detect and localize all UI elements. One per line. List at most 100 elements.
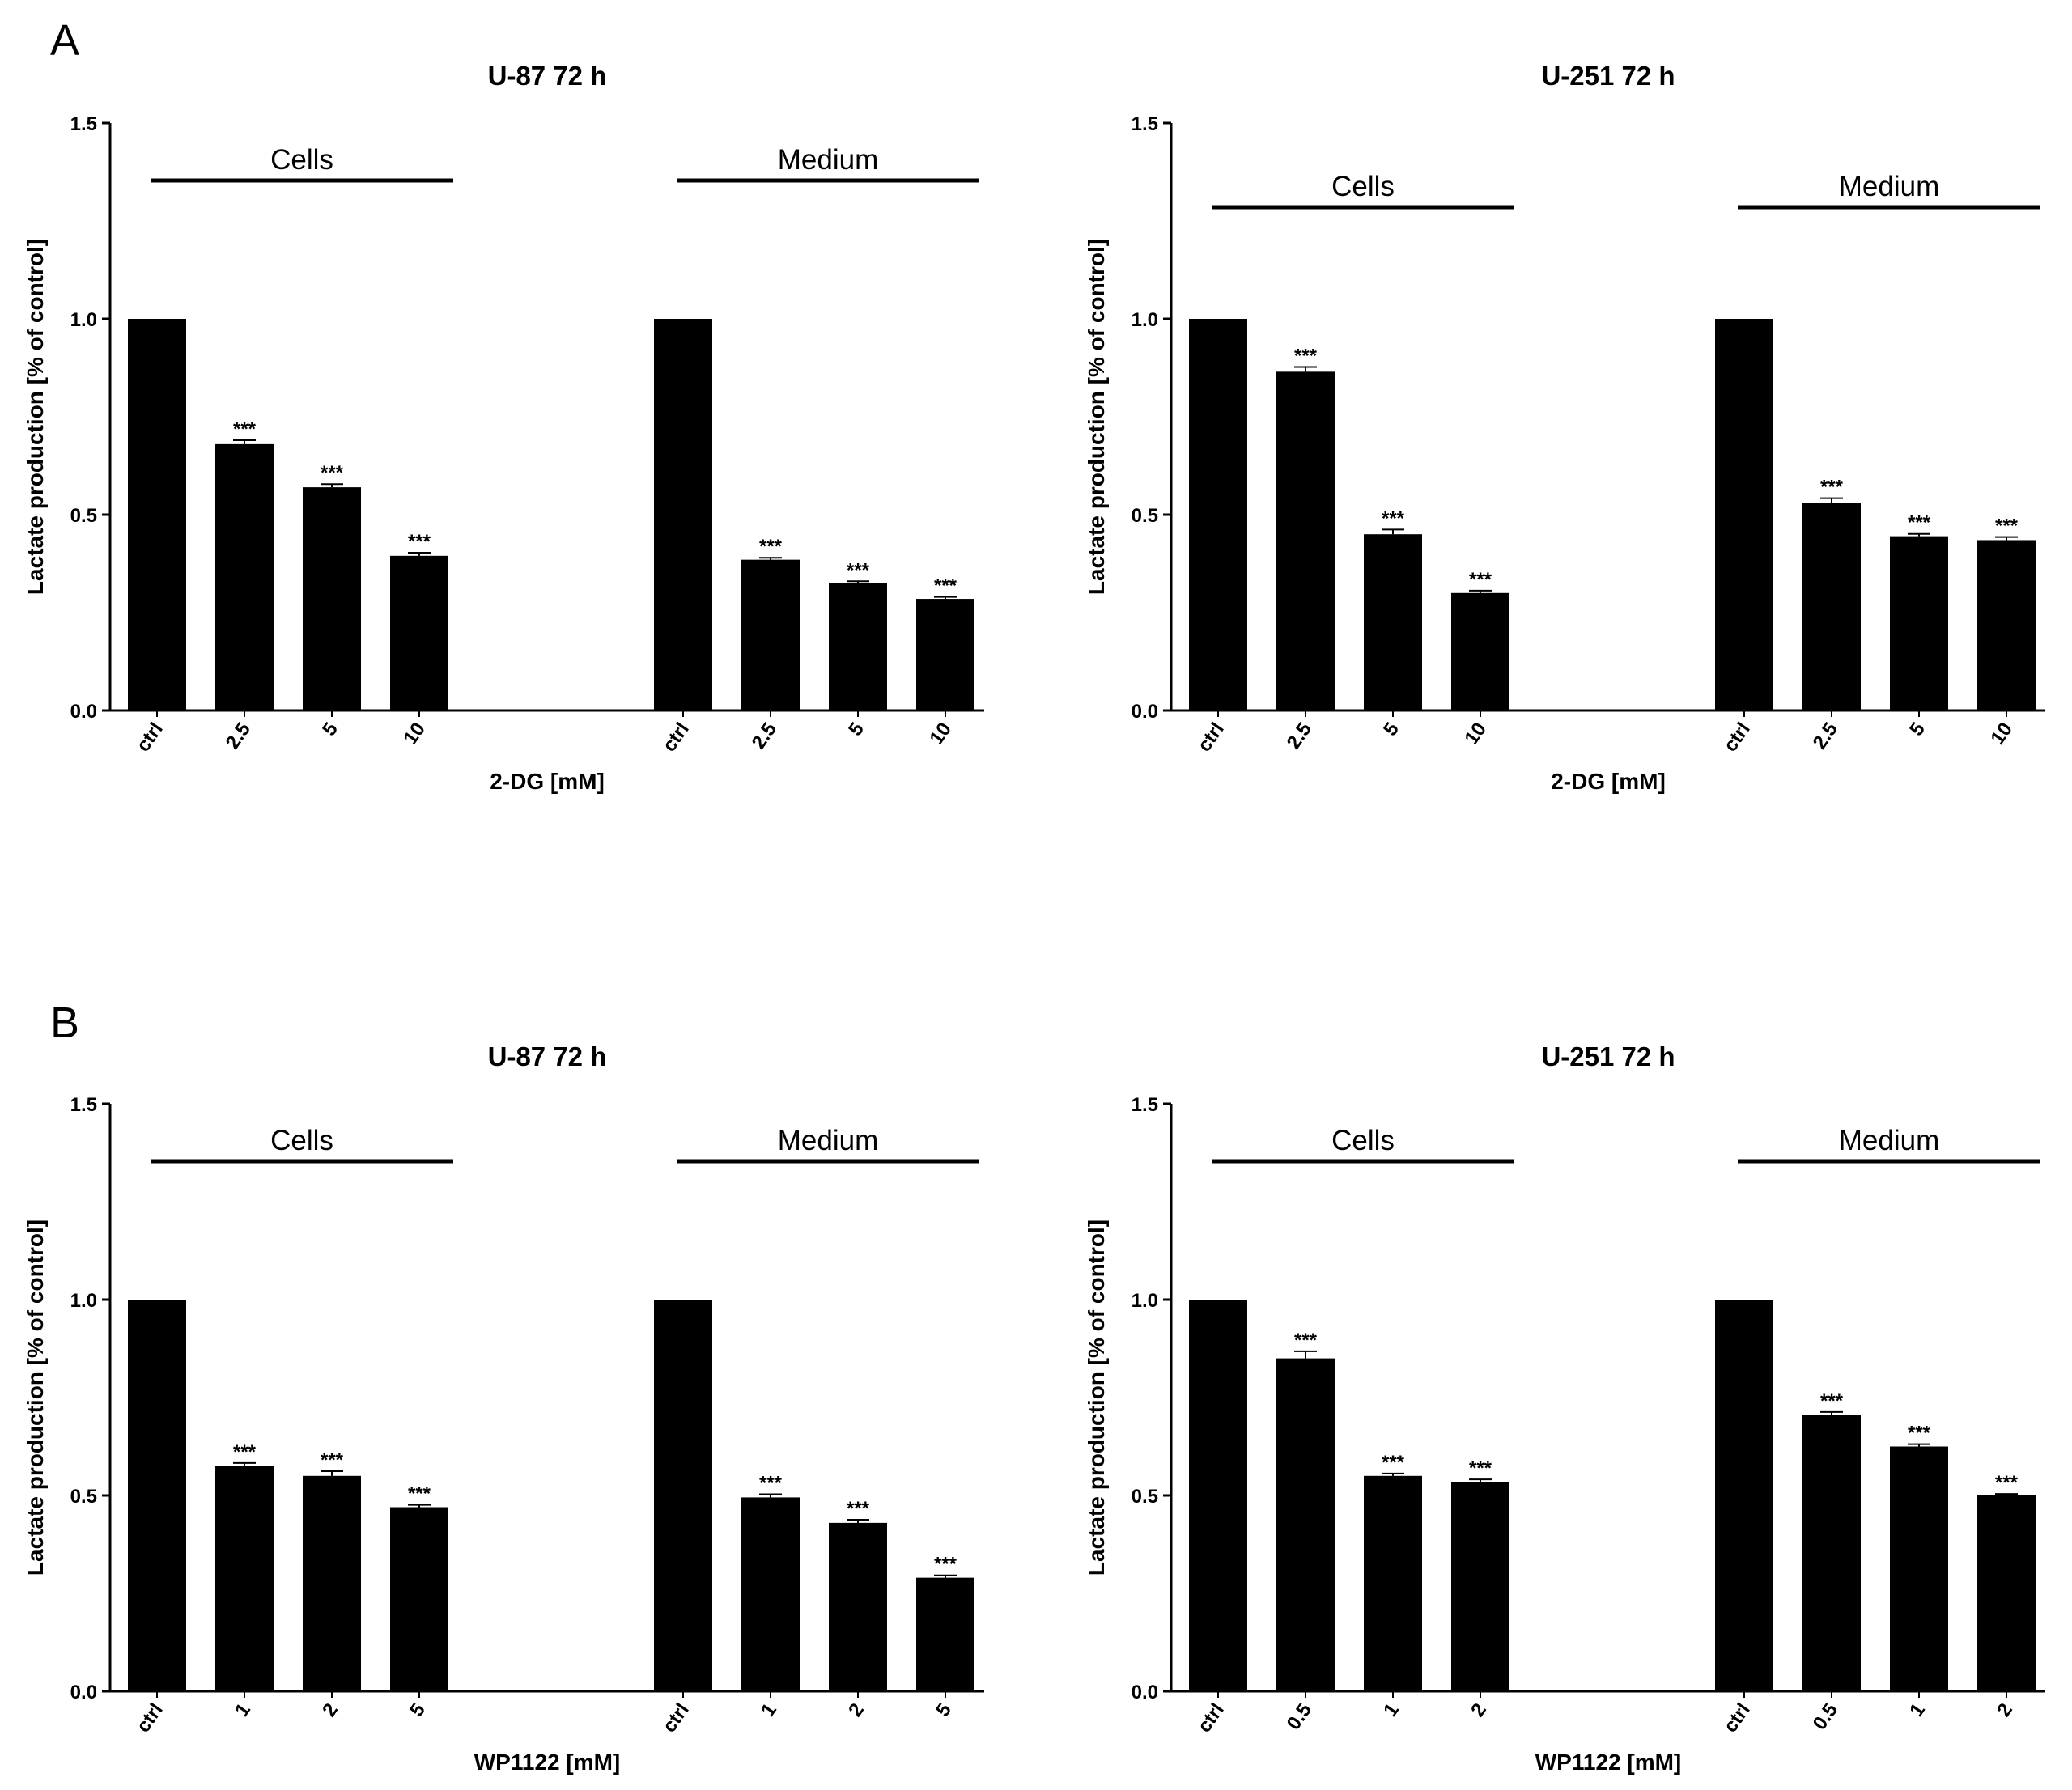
x-tick-label: 2.5 (1283, 719, 1316, 753)
significance-label: *** (934, 575, 957, 597)
y-tick-label: 1.5 (1132, 113, 1158, 135)
bar (1715, 319, 1773, 710)
significance-label: *** (1908, 512, 1931, 534)
significance-label: *** (1908, 1423, 1931, 1444)
group-label: Cells (270, 144, 333, 176)
x-tick-label: 2.5 (1809, 719, 1842, 753)
x-tick-label: 10 (1986, 719, 2016, 749)
x-tick-label: 10 (925, 719, 955, 749)
significance-label: *** (934, 1554, 957, 1576)
chart-title: U-251 72 h (1541, 1041, 1675, 1071)
x-tick-label: 0.5 (1283, 1699, 1316, 1734)
x-tick-label: 2 (844, 1699, 868, 1720)
bar (654, 1300, 712, 1691)
y-tick-label: 1.5 (70, 1094, 97, 1116)
bar (1189, 319, 1247, 710)
y-tick-label: 0.5 (70, 1486, 97, 1508)
bar (829, 583, 887, 710)
significance-label: *** (1382, 507, 1405, 529)
x-tick-label: 5 (1379, 719, 1403, 740)
x-tick-label: 2 (318, 1699, 342, 1720)
significance-label: *** (759, 1473, 783, 1495)
chart-2: U-251 72 h 0.0 0.5 1.0 1.5 Lactate production… (1084, 61, 2045, 794)
y-tick-label: 0.5 (1132, 505, 1158, 527)
bar (128, 319, 186, 710)
significance-label: *** (847, 559, 870, 581)
x-tick-label: ctrl (658, 1699, 694, 1737)
x-axis-label: WP1122 [mM] (474, 1750, 621, 1775)
panel-letter-a: A (50, 16, 79, 65)
group-label: Cells (1331, 171, 1395, 202)
y-tick-label: 0.5 (1132, 1486, 1158, 1508)
group-label: Cells (270, 1125, 333, 1156)
bar (1276, 371, 1335, 710)
y-tick-label: 0.0 (70, 701, 97, 723)
significance-label: *** (759, 536, 783, 558)
y-tick-label: 0.0 (70, 1682, 97, 1703)
y-axis-label: Lactate production [% of control] (23, 239, 48, 595)
x-tick-label: 5 (932, 1699, 956, 1720)
group-label: Cells (1331, 1125, 1395, 1156)
charts-container: U-87 72 h 0.0 0.5 1.0 1.5 Lactate production … (23, 61, 2045, 1775)
y-axis-label: Lactate production [% of control] (23, 1219, 48, 1576)
significance-label: *** (1995, 515, 2019, 537)
y-axis-label: Lactate production [% of control] (1084, 1219, 1109, 1576)
x-tick-label: 5 (405, 1699, 430, 1720)
significance-label: *** (1294, 1330, 1318, 1351)
bar (1451, 1482, 1509, 1691)
x-tick-label: 10 (1460, 719, 1490, 749)
bar (303, 1475, 361, 1691)
y-axis-label: Lactate production [% of control] (1084, 239, 1109, 595)
x-tick-label: 5 (844, 719, 868, 740)
chart-3: U-87 72 h 0.0 0.5 1.0 1.5 Lactate production … (23, 1041, 984, 1775)
x-tick-label: 1 (1905, 1699, 1930, 1720)
chart-4: U-251 72 h 0.0 0.5 1.0 1.5 Lactate production… (1084, 1041, 2045, 1775)
x-tick-label: 5 (1905, 719, 1930, 740)
bar (215, 443, 274, 710)
bar (390, 1507, 448, 1691)
chart-title: U-87 72 h (488, 1041, 607, 1071)
bar (1715, 1300, 1773, 1691)
significance-label: *** (321, 462, 344, 484)
significance-label: *** (321, 1449, 344, 1471)
significance-label: *** (233, 1441, 257, 1463)
chart-1: U-87 72 h 0.0 0.5 1.0 1.5 Lactate production … (23, 61, 984, 794)
x-axis-label: 2-DG [mM] (490, 769, 605, 794)
bar (1802, 503, 1861, 710)
x-tick-label: ctrl (658, 719, 694, 756)
group-label: Medium (778, 1125, 878, 1156)
bar (303, 487, 361, 710)
bar (1364, 534, 1422, 710)
bar (1364, 1475, 1422, 1691)
bar (1802, 1415, 1861, 1691)
x-tick-label: ctrl (132, 719, 168, 756)
x-tick-label: 0.5 (1809, 1699, 1842, 1734)
y-tick-label: 1.0 (1132, 1290, 1158, 1312)
bar (741, 559, 800, 710)
x-tick-label: ctrl (1719, 719, 1755, 756)
significance-label: *** (408, 1483, 431, 1505)
y-tick-label: 1.5 (1132, 1094, 1158, 1116)
significance-label: *** (408, 531, 431, 553)
bar (1977, 1495, 2036, 1691)
y-tick-label: 1.5 (70, 113, 97, 135)
x-axis-label: 2-DG [mM] (1551, 769, 1666, 794)
y-tick-label: 1.0 (70, 1290, 97, 1312)
x-tick-label: 2.5 (222, 719, 255, 753)
significance-label: *** (1995, 1472, 2019, 1494)
bar (916, 599, 974, 710)
x-tick-label: 1 (231, 1699, 255, 1720)
significance-label: *** (1294, 346, 1318, 367)
significance-label: *** (1820, 1390, 1844, 1412)
bar (1189, 1300, 1247, 1691)
significance-label: *** (1382, 1452, 1405, 1474)
x-tick-label: ctrl (1193, 719, 1229, 756)
significance-label: *** (1820, 477, 1844, 498)
group-label: Medium (1839, 1125, 1939, 1156)
x-tick-label: ctrl (1193, 1699, 1229, 1737)
x-tick-label: ctrl (132, 1699, 168, 1737)
y-tick-label: 0.5 (70, 505, 97, 527)
bar (215, 1466, 274, 1691)
x-tick-label: 10 (399, 719, 429, 749)
